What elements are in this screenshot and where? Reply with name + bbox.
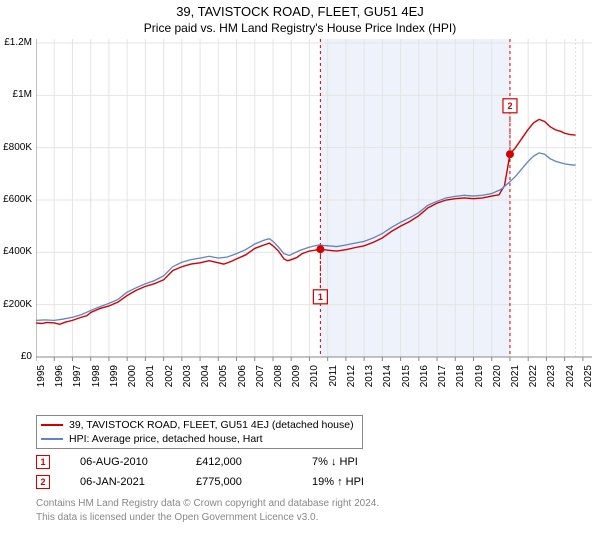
svg-text:1: 1 xyxy=(318,292,323,302)
x-axis-label: 2013 xyxy=(364,365,375,395)
y-axis-label: £1M xyxy=(2,89,32,100)
legend-swatch xyxy=(41,438,63,440)
transaction-marker: 2 xyxy=(36,475,50,489)
x-axis-label: 2021 xyxy=(510,365,521,395)
x-axis-label: 2010 xyxy=(309,365,320,395)
legend-row: 39, TAVISTOCK ROAD, FLEET, GU51 4EJ (det… xyxy=(41,418,354,432)
x-axis-label: 2000 xyxy=(127,365,138,395)
x-axis-label: 2002 xyxy=(164,365,175,395)
transaction-date: 06-AUG-2010 xyxy=(80,456,166,468)
x-axis-label: 2023 xyxy=(546,365,557,395)
y-axis-label: £600K xyxy=(2,194,32,205)
x-axis-label: 2008 xyxy=(273,365,284,395)
legend-swatch xyxy=(41,424,63,426)
footer: Contains HM Land Registry data © Crown c… xyxy=(36,497,600,524)
x-axis-label: 1999 xyxy=(109,365,120,395)
x-axis-label: 2025 xyxy=(583,365,594,395)
y-axis-label: £800K xyxy=(2,142,32,153)
transaction-delta: 7% ↓ HPI xyxy=(312,456,398,468)
chart-area: 12 £0£200K£400K£600K£800K£1M£1.2M1995199… xyxy=(36,39,596,409)
x-axis-label: 2024 xyxy=(565,365,576,395)
y-axis-label: £400K xyxy=(2,246,32,257)
x-axis-label: 2015 xyxy=(401,365,412,395)
x-axis-label: 2009 xyxy=(291,365,302,395)
transaction-marker: 1 xyxy=(36,455,50,469)
legend-label: HPI: Average price, detached house, Hart xyxy=(69,433,263,445)
x-axis-label: 2014 xyxy=(382,365,393,395)
x-axis-label: 2007 xyxy=(255,365,266,395)
transaction-date: 06-JAN-2021 xyxy=(80,476,166,488)
transaction-row: 1 06-AUG-2010 £412,000 7% ↓ HPI xyxy=(36,455,600,469)
footer-line-2: This data is licensed under the Open Gov… xyxy=(36,511,600,525)
transaction-price: £775,000 xyxy=(196,476,282,488)
x-axis-label: 1996 xyxy=(54,365,65,395)
x-axis-label: 2018 xyxy=(455,365,466,395)
x-axis-label: 2012 xyxy=(346,365,357,395)
x-axis-label: 2003 xyxy=(182,365,193,395)
x-axis-label: 1995 xyxy=(36,365,47,395)
x-axis-label: 2004 xyxy=(200,365,211,395)
legend: 39, TAVISTOCK ROAD, FLEET, GU51 4EJ (det… xyxy=(36,415,363,449)
x-axis-label: 1998 xyxy=(91,365,102,395)
x-axis-label: 2022 xyxy=(528,365,539,395)
y-axis-label: £0 xyxy=(2,351,32,362)
transaction-delta: 19% ↑ HPI xyxy=(312,476,398,488)
footer-line-1: Contains HM Land Registry data © Crown c… xyxy=(36,497,600,511)
transaction-price: £412,000 xyxy=(196,456,282,468)
x-axis-label: 2001 xyxy=(145,365,156,395)
x-axis-label: 2019 xyxy=(474,365,485,395)
x-axis-label: 2011 xyxy=(328,365,339,395)
chart-card: 39, TAVISTOCK ROAD, FLEET, GU51 4EJ Pric… xyxy=(0,0,600,560)
transactions: 1 06-AUG-2010 £412,000 7% ↓ HPI 2 06-JAN-2021… xyxy=(0,455,600,489)
x-axis-label: 2006 xyxy=(237,365,248,395)
y-axis-label: £1.2M xyxy=(2,37,32,48)
x-axis-label: 1997 xyxy=(72,365,83,395)
legend-label: 39, TAVISTOCK ROAD, FLEET, GU51 4EJ (det… xyxy=(69,419,354,431)
chart-subtitle: Price paid vs. HM Land Registry's House … xyxy=(0,19,600,39)
x-axis-label: 2020 xyxy=(492,365,503,395)
x-axis-label: 2005 xyxy=(218,365,229,395)
chart-svg: 12 xyxy=(36,39,592,405)
chart-title: 39, TAVISTOCK ROAD, FLEET, GU51 4EJ xyxy=(0,0,600,19)
y-axis-label: £200K xyxy=(2,299,32,310)
x-axis-label: 2017 xyxy=(437,365,448,395)
x-axis-label: 2016 xyxy=(419,365,430,395)
legend-row: HPI: Average price, detached house, Hart xyxy=(41,432,354,446)
svg-text:2: 2 xyxy=(507,101,512,111)
transaction-row: 2 06-JAN-2021 £775,000 19% ↑ HPI xyxy=(36,475,600,489)
